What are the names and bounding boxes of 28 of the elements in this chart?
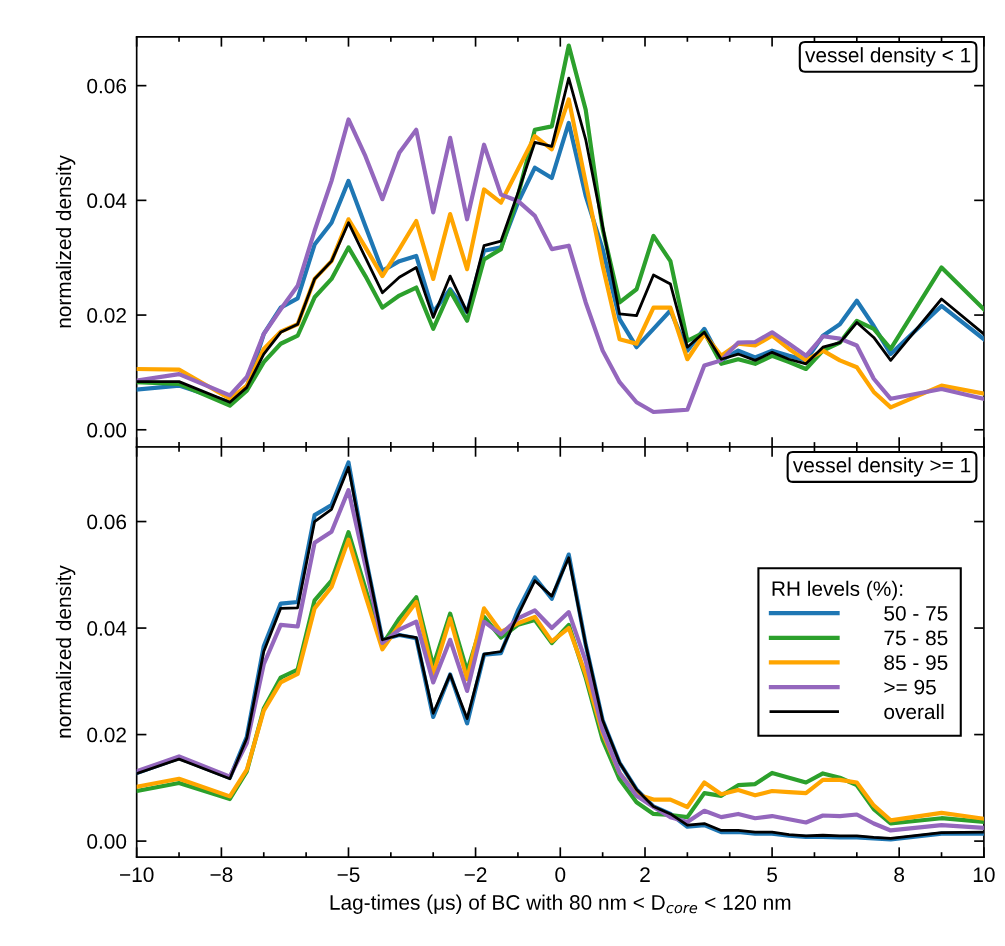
x-tick-label: −8	[210, 867, 233, 883]
x-tick-label: 8	[894, 867, 905, 883]
y-tick-label: 0.04	[87, 193, 127, 209]
x-tick-label: 5	[767, 867, 778, 883]
x-tick-label: −10	[120, 867, 154, 883]
y-tick-label: 0.02	[87, 308, 126, 323]
legend-label: >= 95	[884, 679, 936, 695]
y-tick-label: 0.04	[87, 621, 127, 636]
legend-label: overall	[884, 703, 944, 720]
y-tick-label: 0.06	[87, 514, 127, 530]
x-axis-title: Lag-times (μs) of BC with 80 nm < D$_{core}$ < 120 nm	[330, 894, 791, 914]
x-tick-label: −5	[337, 867, 360, 883]
annotation: vessel density < 1	[805, 47, 971, 67]
y-tick-label: 0.06	[87, 78, 127, 94]
legend-label: 50 - 75	[884, 605, 948, 621]
x-tick-label: −2	[464, 867, 487, 882]
x-tick-label: 2	[640, 867, 650, 882]
legend-title: RH levels (%):	[772, 580, 903, 601]
legend-label: 75 - 85	[884, 630, 948, 646]
x-tick-label: 0	[555, 867, 566, 883]
x-tick-label: 10	[973, 867, 995, 883]
y-axis-title: normalized density	[55, 155, 76, 328]
y-tick-label: 0.02	[87, 727, 126, 743]
annotation: vessel density >= 1	[792, 457, 971, 477]
legend-label: 85 - 95	[884, 655, 948, 670]
y-tick-label: 0.00	[87, 834, 127, 849]
y-axis-title: normalized density	[55, 565, 76, 738]
y-tick-label: 0.00	[87, 422, 127, 438]
